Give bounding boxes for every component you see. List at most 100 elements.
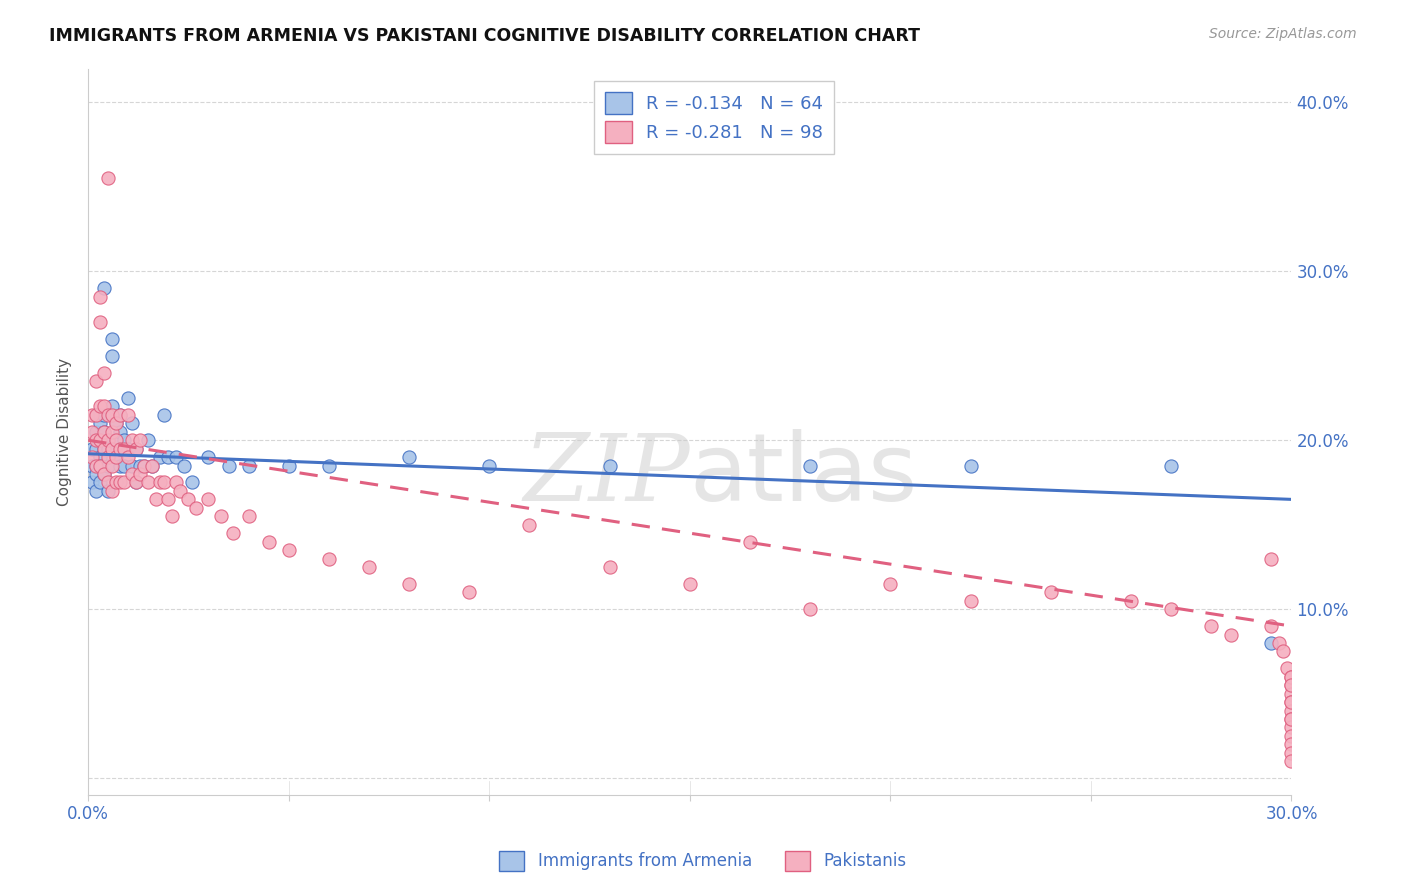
Point — [149, 475, 172, 490]
Point — [145, 492, 167, 507]
Point — [277, 543, 299, 558]
Point — [1220, 627, 1243, 641]
Point — [82, 442, 104, 456]
Point — [89, 290, 111, 304]
Point — [110, 408, 132, 422]
Point — [679, 577, 702, 591]
Point — [1281, 670, 1303, 684]
Point — [89, 315, 111, 329]
Point — [1260, 636, 1282, 650]
Point — [110, 425, 132, 439]
Point — [93, 408, 115, 422]
Point — [97, 483, 120, 498]
Point — [84, 467, 107, 481]
Point — [89, 458, 111, 473]
Point — [1260, 619, 1282, 633]
Point — [1281, 712, 1303, 726]
Point — [134, 458, 156, 473]
Point — [97, 442, 120, 456]
Point — [110, 475, 132, 490]
Point — [153, 475, 176, 490]
Point — [738, 534, 761, 549]
Point — [89, 450, 111, 464]
Point — [117, 442, 139, 456]
Point — [1199, 619, 1222, 633]
Point — [141, 458, 163, 473]
Point — [93, 425, 115, 439]
Point — [105, 450, 128, 464]
Point — [238, 509, 260, 524]
Point — [398, 450, 420, 464]
Point — [89, 417, 111, 431]
Point — [82, 408, 104, 422]
Point — [1281, 721, 1303, 735]
Point — [1272, 644, 1295, 658]
Point — [93, 425, 115, 439]
Point — [879, 577, 901, 591]
Point — [1281, 695, 1303, 709]
Point — [110, 408, 132, 422]
Point — [1281, 746, 1303, 760]
Point — [84, 425, 107, 439]
Point — [458, 585, 481, 599]
Point — [478, 458, 501, 473]
Point — [97, 434, 120, 448]
Point — [93, 442, 115, 456]
Point — [959, 458, 981, 473]
Point — [93, 281, 115, 295]
Point — [959, 593, 981, 607]
Point — [97, 450, 120, 464]
Point — [110, 442, 132, 456]
Point — [186, 500, 208, 515]
Point — [121, 458, 143, 473]
Text: Source: ZipAtlas.com: Source: ZipAtlas.com — [1209, 27, 1357, 41]
Point — [165, 450, 187, 464]
Point — [84, 434, 107, 448]
Point — [1281, 738, 1303, 752]
Point — [1281, 687, 1303, 701]
Point — [101, 442, 124, 456]
Point — [110, 458, 132, 473]
Point — [169, 483, 191, 498]
Point — [97, 171, 120, 186]
Point — [89, 475, 111, 490]
Point — [101, 425, 124, 439]
Point — [84, 458, 107, 473]
Point — [105, 450, 128, 464]
Point — [157, 450, 180, 464]
Point — [238, 458, 260, 473]
Point — [89, 434, 111, 448]
Point — [105, 475, 128, 490]
Point — [93, 400, 115, 414]
Point — [599, 458, 621, 473]
Point — [105, 434, 128, 448]
Point — [101, 349, 124, 363]
Point — [101, 332, 124, 346]
Point — [799, 458, 821, 473]
Point — [121, 434, 143, 448]
Point — [1281, 704, 1303, 718]
Point — [125, 475, 148, 490]
Point — [84, 483, 107, 498]
Point — [181, 475, 204, 490]
Point — [97, 408, 120, 422]
Point — [799, 602, 821, 616]
Point — [136, 475, 159, 490]
Point — [136, 434, 159, 448]
Point — [1281, 712, 1303, 726]
Point — [209, 509, 232, 524]
Point — [97, 475, 120, 490]
Point — [1281, 678, 1303, 692]
Y-axis label: Cognitive Disability: Cognitive Disability — [58, 358, 72, 506]
Point — [1160, 602, 1182, 616]
Point — [1119, 593, 1142, 607]
Point — [101, 458, 124, 473]
Point — [112, 442, 135, 456]
Point — [149, 450, 172, 464]
Point — [89, 400, 111, 414]
Point — [157, 492, 180, 507]
Point — [84, 458, 107, 473]
Legend: R = -0.134   N = 64, R = -0.281   N = 98: R = -0.134 N = 64, R = -0.281 N = 98 — [593, 81, 834, 154]
Text: atlas: atlas — [690, 429, 918, 522]
Point — [257, 534, 280, 549]
